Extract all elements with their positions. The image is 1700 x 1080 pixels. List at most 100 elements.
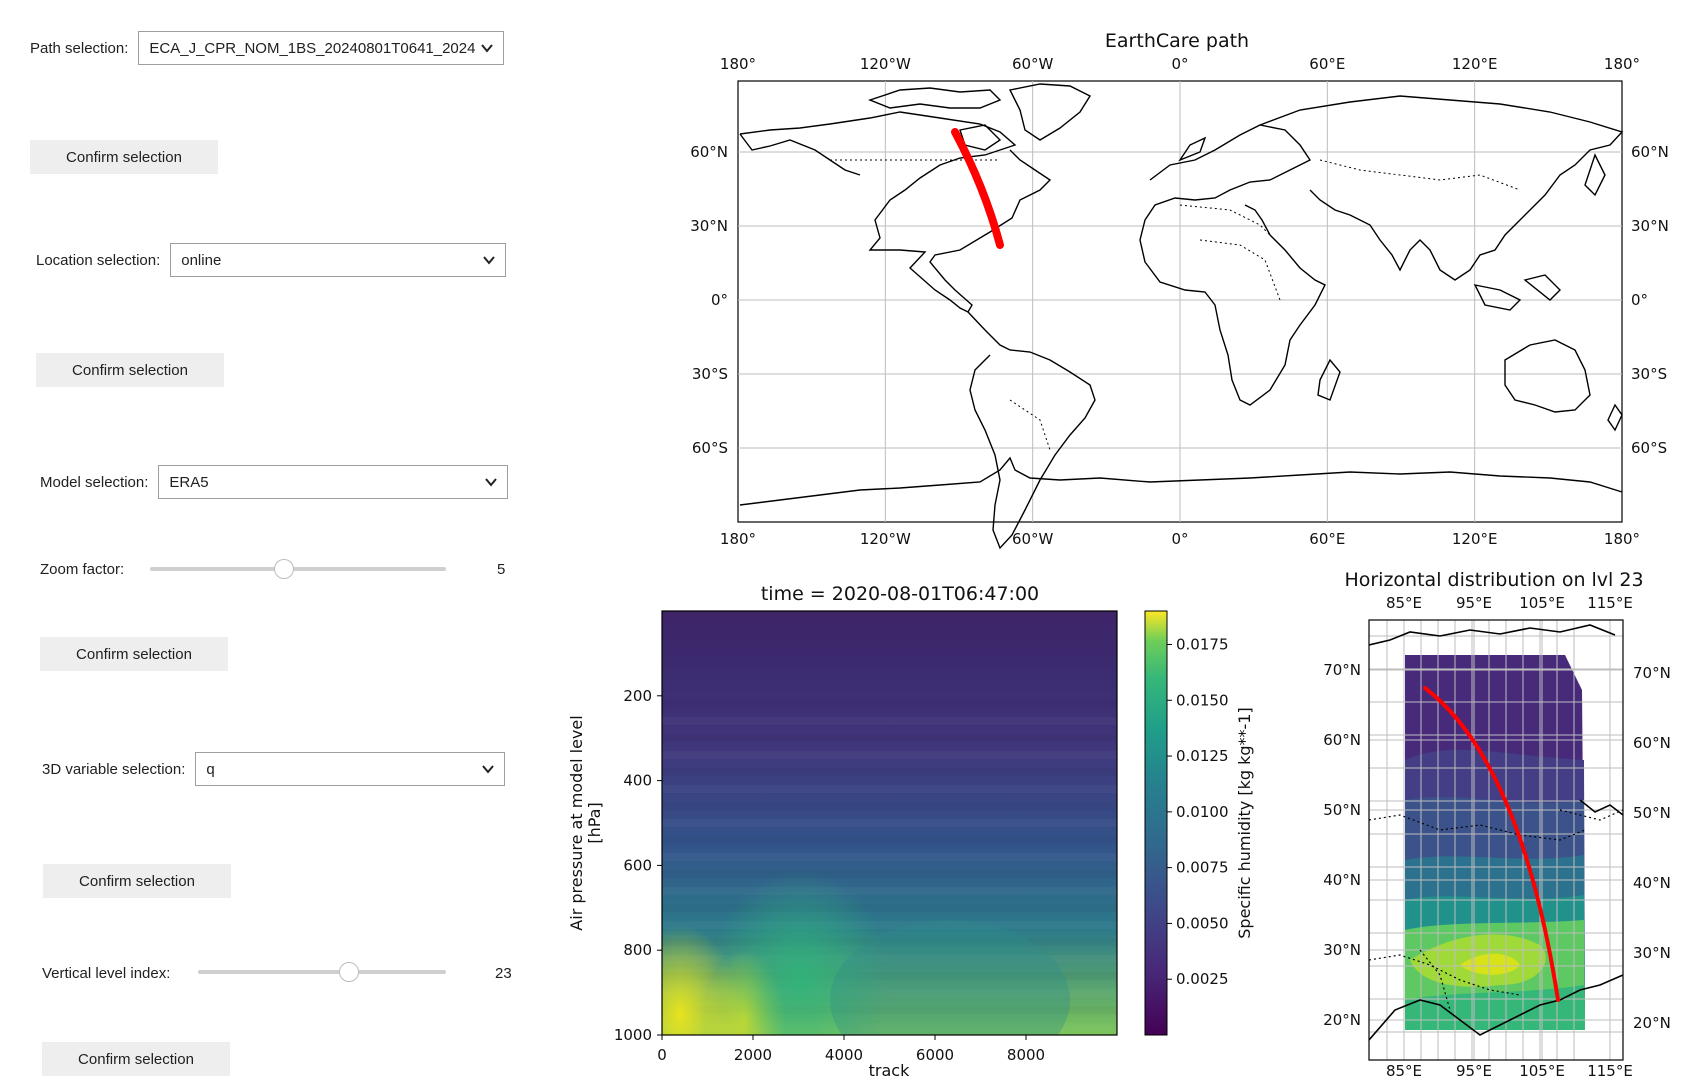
regional-lat-tick-right: 60°N bbox=[1633, 734, 1671, 752]
colorbar-tick: 0.0075 bbox=[1176, 859, 1229, 877]
world-lon-tick-top: 120°E bbox=[1452, 55, 1498, 73]
var3d-selection-row: 3D variable selection: q bbox=[42, 752, 506, 786]
world-lat-tick-right: 60°S bbox=[1631, 439, 1667, 457]
heatmap-y-tick: 400 bbox=[623, 772, 652, 790]
vertical-level-slider[interactable] bbox=[198, 962, 446, 982]
map-title: EarthCare path bbox=[1105, 30, 1249, 52]
chevron-down-icon bbox=[483, 256, 496, 265]
regional-lat-tick-left: 50°N bbox=[1323, 801, 1361, 819]
heatmap-x-tick: 6000 bbox=[916, 1046, 954, 1064]
path-selection-value: ECA_J_CPR_NOM_1BS_20240801T0641_2024 bbox=[149, 39, 476, 57]
zoom-factor-label: Zoom factor: bbox=[40, 561, 125, 578]
heatmap-xlabel: track bbox=[869, 1061, 910, 1080]
world-lon-tick-top: 120°W bbox=[860, 55, 911, 73]
path-selection-label: Path selection: bbox=[30, 39, 129, 57]
model-selection-label: Model selection: bbox=[40, 473, 149, 491]
regional-lon-tick-top: 105°E bbox=[1519, 594, 1565, 612]
world-lon-tick-top: 60°E bbox=[1309, 55, 1345, 73]
zoom-slider-track bbox=[150, 567, 446, 571]
world-lon-tick-top: 0° bbox=[1171, 55, 1188, 73]
regional-map-tick-labels: 85°E 85°E 95°E 95°E 105°E 105°E 115°E 115°E 70°N… bbox=[1323, 594, 1671, 1080]
world-lat-tick-left: 30°S bbox=[692, 365, 728, 383]
confirm-zoom-button[interactable]: Confirm selection bbox=[40, 637, 228, 671]
world-lon-tick-bottom: 60°W bbox=[1012, 530, 1054, 548]
vertical-level-value: 23 bbox=[495, 965, 512, 982]
regional-lat-tick-left: 40°N bbox=[1323, 871, 1361, 889]
level-slider-handle[interactable] bbox=[339, 962, 360, 982]
world-map-tick-labels: 180° 180° 120°W 120°W 60°W 60°W 0° 0° 60°E 60°E 12… bbox=[690, 55, 1669, 548]
world-lat-tick-left: 0° bbox=[711, 291, 728, 309]
colorbar-tick: 0.0150 bbox=[1176, 691, 1229, 709]
model-selection-value: ERA5 bbox=[169, 473, 209, 491]
world-lat-tick-right: 30°N bbox=[1631, 217, 1669, 235]
regional-lat-tick-right: 40°N bbox=[1633, 874, 1671, 892]
regional-lat-tick-right: 70°N bbox=[1633, 664, 1671, 682]
regional-lon-tick-top: 115°E bbox=[1587, 594, 1633, 612]
model-selection-row: Model selection: ERA5 bbox=[40, 465, 509, 499]
regional-map-frame bbox=[1368, 619, 1624, 1061]
heatmap-x-tick: 0 bbox=[657, 1046, 667, 1064]
regional-lat-tick-left: 20°N bbox=[1323, 1011, 1361, 1029]
colorbar-tick-labels: 0.0025 0.0050 0.0075 0.0100 0.0125 0.0150 0.01… bbox=[1167, 635, 1229, 988]
confirm-level-button[interactable]: Confirm selection bbox=[42, 1042, 230, 1076]
regional-map-contours bbox=[1405, 655, 1585, 1030]
confirm-var3d-button[interactable]: Confirm selection bbox=[43, 864, 231, 898]
heatmap-x-tick: 4000 bbox=[825, 1046, 863, 1064]
world-lon-tick-bottom: 0° bbox=[1171, 530, 1188, 548]
zoom-slider-handle[interactable] bbox=[274, 559, 295, 579]
var3d-selection-value: q bbox=[206, 760, 215, 778]
colorbar-tick: 0.0125 bbox=[1176, 747, 1229, 765]
world-lat-tick-right: 60°N bbox=[1631, 143, 1669, 161]
world-lon-tick-top: 180° bbox=[720, 55, 756, 73]
world-lon-tick-bottom: 180° bbox=[1604, 530, 1640, 548]
world-lat-tick-right: 30°S bbox=[1631, 365, 1667, 383]
var3d-selection-label: 3D variable selection: bbox=[42, 760, 186, 778]
location-selection-label: Location selection: bbox=[36, 251, 161, 269]
regional-path-line bbox=[1423, 686, 1560, 1002]
colorbar-tick: 0.0175 bbox=[1176, 635, 1229, 653]
regional-lon-tick-top: 95°E bbox=[1456, 594, 1492, 612]
heatmap-y-tick: 800 bbox=[623, 941, 652, 959]
regional-lat-tick-left: 70°N bbox=[1323, 661, 1361, 679]
heatmap-y-tick: 600 bbox=[623, 856, 652, 874]
regional-lon-tick-top: 85°E bbox=[1386, 594, 1422, 612]
regional-lat-tick-right: 50°N bbox=[1633, 804, 1671, 822]
heatmap-x-tick: 2000 bbox=[734, 1046, 772, 1064]
regional-lat-tick-right: 20°N bbox=[1633, 1014, 1671, 1032]
colorbar bbox=[1144, 610, 1168, 1036]
world-lon-tick-top: 180° bbox=[1604, 55, 1640, 73]
heatmap-ylabel: Air pressure at model level bbox=[567, 715, 586, 930]
path-selection-dropdown[interactable]: ECA_J_CPR_NOM_1BS_20240801T0641_2024 bbox=[138, 31, 505, 65]
location-selection-value: online bbox=[181, 251, 222, 269]
vertical-level-label: Vertical level index: bbox=[42, 965, 171, 982]
confirm-location-button[interactable]: Confirm selection bbox=[36, 353, 224, 387]
regional-map-gridlines bbox=[1369, 620, 1623, 1060]
earthcare-path-line bbox=[951, 128, 1004, 249]
path-selection-row: Path selection: ECA_J_CPR_NOM_1BS_202408… bbox=[30, 31, 505, 65]
heatmap-frame bbox=[661, 610, 1118, 1036]
confirm-path-button[interactable]: Confirm selection bbox=[30, 140, 218, 174]
chevron-down-icon bbox=[482, 765, 495, 774]
location-selection-dropdown[interactable]: online bbox=[170, 243, 507, 277]
regional-lon-tick-bottom: 95°E bbox=[1456, 1062, 1492, 1080]
regional-lat-tick-left: 60°N bbox=[1323, 731, 1361, 749]
world-lat-tick-right: 0° bbox=[1631, 291, 1648, 309]
heatmap-image bbox=[662, 611, 1117, 1035]
regional-map-title: Horizontal distribution on lvl 23 bbox=[1344, 569, 1643, 591]
regional-map-borders bbox=[1369, 809, 1623, 1011]
regional-lat-tick-left: 30°N bbox=[1323, 941, 1361, 959]
var3d-selection-dropdown[interactable]: q bbox=[195, 752, 506, 786]
world-lat-tick-left: 60°S bbox=[692, 439, 728, 457]
chevron-down-icon bbox=[481, 44, 494, 53]
zoom-factor-slider[interactable] bbox=[150, 559, 446, 579]
level-slider-track bbox=[198, 970, 446, 974]
colorbar-tick: 0.0050 bbox=[1176, 914, 1229, 932]
model-selection-dropdown[interactable]: ERA5 bbox=[158, 465, 509, 499]
world-lon-tick-top: 60°W bbox=[1012, 55, 1054, 73]
world-lon-tick-bottom: 180° bbox=[720, 530, 756, 548]
regional-map-coastlines bbox=[1369, 624, 1623, 1041]
regional-lon-tick-bottom: 85°E bbox=[1386, 1062, 1422, 1080]
heatmap-x-tick: 8000 bbox=[1007, 1046, 1045, 1064]
world-lat-tick-left: 60°N bbox=[690, 143, 728, 161]
world-lon-tick-bottom: 120°W bbox=[860, 530, 911, 548]
